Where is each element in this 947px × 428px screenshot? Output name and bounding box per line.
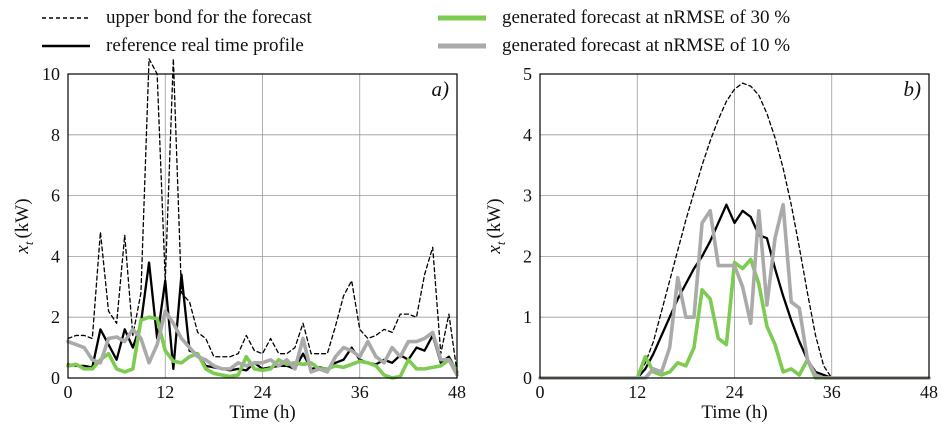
y-tick-label-b: 0: [523, 368, 532, 388]
y-tick-label-b: 4: [523, 125, 532, 145]
x-tick-label-a: 0: [64, 382, 73, 402]
y-tick-label-a: 10: [42, 64, 60, 84]
x-tick-label-b: 0: [536, 382, 545, 402]
panel-label-b: b): [904, 77, 922, 101]
x-tick-label-a: 12: [156, 382, 174, 402]
y-axis-label-var-a: x: [12, 245, 33, 255]
x-tick-label-b: 24: [726, 382, 744, 402]
y-tick-label-a: 0: [51, 368, 60, 388]
y-tick-label-a: 8: [51, 125, 60, 145]
x-tick-label-a: 48: [448, 382, 466, 402]
series-line-generated-forecast-at-nrmse-of-10-a: [66, 309, 459, 377]
x-tick-label-a: 36: [351, 382, 369, 402]
x-tick-label-b: 36: [823, 382, 841, 402]
plot-frame-b: [539, 73, 930, 379]
legend-item-reference: reference real time profile: [40, 34, 304, 58]
y-axis-label-var-b: x: [484, 245, 505, 255]
legend-swatch-forecast-10: [438, 43, 486, 49]
legend-swatch-forecast-30: [438, 15, 486, 21]
y-axis-label-b: xt (kW): [484, 198, 508, 254]
legend-label-forecast-30: generated forecast at nRMSE of 30 %: [502, 7, 791, 28]
y-tick-label-b: 5: [523, 64, 532, 84]
y-tick-label-a: 4: [51, 246, 60, 266]
plot-frame-a: [67, 73, 458, 379]
y-axis-label-unit-a: (kW): [12, 198, 33, 238]
x-axis-label-b: Time (h): [701, 402, 767, 423]
y-axis-label-subscript-a: t: [21, 241, 36, 245]
y-tick-label-a: 2: [51, 307, 60, 327]
y-tick-label-b: 3: [523, 186, 532, 206]
y-tick-label-a: 6: [51, 186, 60, 206]
x-tick-label-b: 48: [920, 382, 938, 402]
y-tick-label-b: 2: [523, 246, 532, 266]
y-axis-label-unit-b: (kW): [484, 198, 505, 238]
legend-label-forecast-10: generated forecast at nRMSE of 10 %: [502, 35, 791, 56]
legend: upper bond for the forecast generated fo…: [0, 0, 947, 62]
y-tick-label-b: 1: [523, 307, 532, 327]
x-tick-label-a: 24: [254, 382, 272, 402]
y-axis-label-subscript-b: t: [493, 241, 508, 245]
x-axis-label-a: Time (h): [229, 402, 295, 423]
legend-swatch-reference: [42, 44, 90, 48]
y-axis-label-a: xt (kW): [12, 198, 36, 254]
legend-label-reference: reference real time profile: [106, 35, 304, 56]
series-line-upper-bond-for-the-forecast-a: [67, 58, 458, 373]
x-tick-label-b: 12: [628, 382, 646, 402]
legend-label-upper-bond: upper bond for the forecast: [106, 7, 312, 28]
legend-item-forecast-10: generated forecast at nRMSE of 10 %: [436, 34, 790, 58]
panel-label-a: a): [432, 77, 450, 101]
legend-swatch-upper-bond: [42, 17, 90, 19]
legend-item-forecast-30: generated forecast at nRMSE of 30 %: [436, 6, 790, 30]
legend-item-upper-bond: upper bond for the forecast: [40, 6, 312, 30]
